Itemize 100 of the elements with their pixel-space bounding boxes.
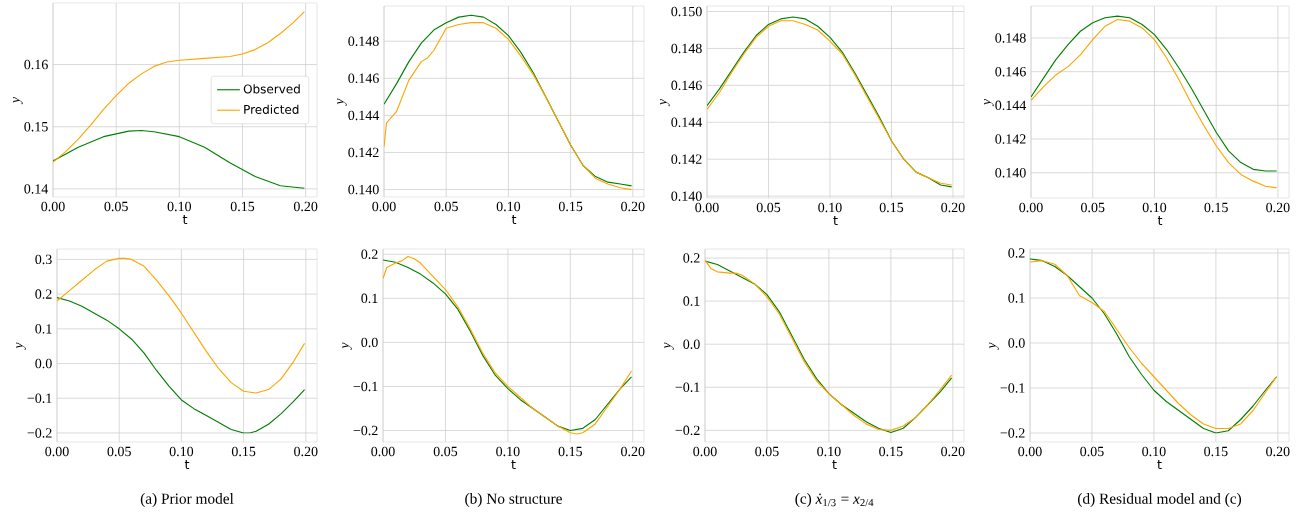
- legend-label: Observed: [243, 84, 300, 94]
- line-series: [53, 129, 305, 189]
- x-tick-label: 0.10: [496, 446, 520, 457]
- x-axis-title: t: [1157, 216, 1163, 225]
- y-tick-label: 0.142: [671, 154, 702, 164]
- y-tick-label: 0.0: [361, 337, 378, 348]
- y-tick-label: 0.2: [361, 249, 378, 260]
- x-tick-label: 0.05: [104, 201, 128, 212]
- x-tick-label: 0.10: [818, 202, 842, 213]
- y-tick-label: 0.0: [683, 339, 700, 349]
- y-tick-label: 0.142: [995, 134, 1026, 144]
- y-tick-label: 0.142: [348, 147, 379, 158]
- x-tick-label: 0.10: [817, 446, 841, 457]
- y-tick-label: 0.0: [1008, 338, 1025, 348]
- y-axis-title: y: [342, 342, 352, 350]
- x-tick-label: 0.20: [1266, 202, 1290, 213]
- x-tick-label: 0.20: [941, 446, 965, 457]
- y-tick-label: 0.140: [348, 184, 379, 195]
- y-axis-title: y: [16, 342, 26, 350]
- x-tick-label: 0.05: [1080, 446, 1104, 457]
- y-tick-label: 0.140: [671, 191, 702, 201]
- x-tick-label: 0.10: [1142, 446, 1166, 457]
- y-tick-label: 0.144: [348, 110, 380, 121]
- x-tick-label: 0.00: [371, 446, 395, 457]
- x-tick-label: 0.05: [755, 446, 779, 457]
- x-tick-label: 0.00: [372, 201, 396, 212]
- y-tick-label: −0.2: [1000, 428, 1025, 438]
- y-tick-label: 0.15: [24, 121, 48, 132]
- x-axis-title: t: [1157, 460, 1162, 469]
- text: (c) ẋ$_{1/3}$ = x$_{2/4}$: [795, 493, 874, 507]
- y-tick-label: 0.1: [683, 296, 700, 306]
- x-tick-label: 0.05: [1081, 202, 1105, 213]
- x-tick-label: 0.20: [621, 201, 645, 212]
- x-tick-label: 0.00: [1018, 446, 1042, 457]
- y-tick-label: 0.0: [35, 358, 52, 369]
- y-tick-label: 0.14: [24, 184, 49, 194]
- y-tick-label: 0.1: [35, 324, 52, 334]
- x-tick-label: 0.20: [293, 201, 318, 212]
- x-tick-label: 0.15: [558, 201, 583, 212]
- x-tick-label: 0.00: [1019, 202, 1043, 213]
- x-axis-title: t: [833, 216, 838, 225]
- x-tick-label: 0.10: [1142, 202, 1167, 213]
- y-tick-label: 0.16: [24, 59, 48, 70]
- y-tick-label: −0.1: [27, 393, 52, 403]
- x-tick-label: 0.00: [41, 201, 65, 212]
- y-tick-label: 0.140: [995, 167, 1026, 178]
- y-tick-label: −0.2: [675, 425, 700, 436]
- y-tick-label: 0.144: [995, 100, 1027, 111]
- y-axis-title: y: [989, 342, 999, 350]
- x-axis-title: t: [511, 215, 517, 224]
- text: (a) Prior model: [140, 493, 234, 507]
- line-series: [53, 11, 305, 163]
- y-tick-label: −0.2: [27, 428, 52, 438]
- x-tick-label: 0.00: [693, 446, 717, 457]
- x-tick-label: 0.10: [496, 201, 521, 212]
- y-tick-label: 0.148: [995, 33, 1026, 43]
- y-tick-label: 0.146: [671, 80, 702, 91]
- y-tick-label: −0.1: [353, 381, 378, 392]
- text: (b) No structure: [465, 493, 562, 507]
- x-axis-title: t: [511, 460, 516, 469]
- x-tick-label: 0.10: [167, 201, 192, 212]
- y-tick-label: 0.148: [348, 36, 379, 46]
- x-tick-label: 0.15: [231, 446, 256, 457]
- x-tick-label: 0.05: [434, 201, 458, 212]
- y-tick-label: 0.1: [1008, 293, 1025, 303]
- x-tick-label: 0.05: [756, 202, 781, 213]
- x-tick-label: 0.00: [695, 202, 719, 213]
- y-tick-label: −0.1: [675, 382, 700, 393]
- y-axis-title: y: [664, 342, 674, 350]
- x-tick-label: 0.20: [1266, 446, 1290, 457]
- y-tick-label: 0.1: [361, 293, 378, 304]
- x-tick-label: 0.15: [879, 446, 903, 457]
- y-tick-label: −0.1: [1000, 383, 1025, 393]
- x-axis-title: t: [832, 460, 837, 469]
- y-tick-label: 0.150: [671, 6, 702, 17]
- y-tick-label: 0.2: [35, 289, 52, 299]
- y-tick-label: 0.146: [995, 66, 1026, 77]
- x-tick-label: 0.15: [879, 202, 904, 213]
- y-tick-label: 0.3: [35, 254, 52, 265]
- y-axis-title: y: [984, 98, 994, 107]
- x-tick-label: 0.05: [107, 446, 131, 457]
- x-tick-label: 0.15: [1204, 202, 1228, 213]
- x-tick-label: 0.00: [45, 446, 69, 457]
- y-axis-title: y: [660, 98, 670, 107]
- y-axis-title: y: [337, 98, 347, 106]
- x-tick-label: 0.20: [621, 446, 645, 457]
- x-tick-label: 0.15: [1204, 446, 1228, 457]
- x-axis-title: t: [184, 460, 190, 469]
- x-axis-title: t: [182, 215, 188, 224]
- legend-label: Predicted: [244, 104, 299, 114]
- x-tick-label: 0.20: [294, 446, 318, 457]
- x-tick-label: 0.05: [433, 446, 458, 457]
- y-axis-title: y: [13, 96, 23, 105]
- y-tick-label: 0.2: [683, 253, 700, 263]
- y-tick-label: 0.2: [1008, 248, 1025, 258]
- x-tick-label: 0.15: [558, 446, 583, 457]
- y-tick-label: 0.144: [671, 117, 703, 128]
- y-tick-label: 0.146: [348, 73, 379, 84]
- x-tick-label: 0.15: [230, 201, 255, 212]
- x-tick-label: 0.10: [169, 446, 194, 457]
